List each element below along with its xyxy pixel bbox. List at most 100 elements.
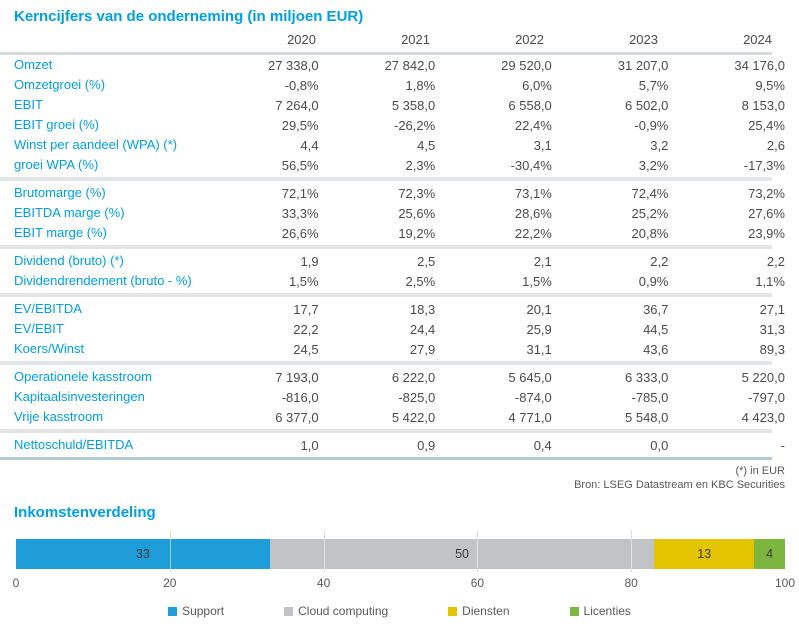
cell-value: 5,7% <box>638 77 669 93</box>
section-divider <box>0 429 772 433</box>
cell-value: 73,1% <box>514 185 552 201</box>
cell-value: 3,2% <box>638 157 669 173</box>
axis-tick-label: 0 <box>12 576 20 590</box>
cell-value: 3,2 <box>650 137 669 153</box>
table-row: EV/EBITDA 17,7 18,3 20,1 36,7 27,1 <box>14 299 785 319</box>
year-header: 2022 <box>515 32 544 47</box>
legend-swatch <box>448 606 458 616</box>
footnote-source: Bron: LSEG Datastream en KBC Securities <box>574 479 785 491</box>
year-header: 2020 <box>287 32 316 47</box>
legend-label: Diensten <box>462 604 510 618</box>
section-divider <box>0 361 772 365</box>
cell-value: -0,8% <box>284 77 319 93</box>
axis-tick-label: 40 <box>316 576 331 590</box>
cell-value: -0,9% <box>634 117 669 133</box>
bar-gridline <box>323 539 325 569</box>
cell-value: 73,2% <box>748 185 785 201</box>
legend-swatch <box>168 606 178 616</box>
cell-value: 18,3 <box>409 301 436 317</box>
table-row: EBIT 7 264,0 5 358,0 6 558,0 6 502,0 8 153,0 <box>14 95 785 115</box>
cell-value: 5 358,0 <box>391 97 436 113</box>
cell-value: 22,2% <box>514 225 552 241</box>
legend-label: Licenties <box>583 604 631 618</box>
table-row: Brutomarge (%) 72,1% 72,3% 73,1% 72,4% 73,2% <box>14 183 785 203</box>
row-label: EBIT marge (%) <box>14 225 107 240</box>
bar-segment-value: 13 <box>697 547 712 561</box>
cell-value: 27 338,0 <box>267 57 319 73</box>
bar-gridline <box>477 539 479 569</box>
cell-value: 6,0% <box>522 77 552 93</box>
legend-swatch <box>284 606 294 616</box>
cell-value: -874,0 <box>514 389 552 405</box>
row-label: EV/EBIT <box>14 321 64 336</box>
cell-value: - <box>780 437 785 453</box>
cell-value: 26,6% <box>281 225 319 241</box>
row-label: Operationele kasstroom <box>14 369 153 384</box>
row-label: EV/EBITDA <box>14 301 82 316</box>
table-row: EBIT groei (%) 29,5% -26,2% 22,4% -0,9% 25,4% <box>14 115 785 135</box>
cell-value: 43,6 <box>643 341 669 357</box>
cell-value: 1,0 <box>300 437 319 453</box>
cell-value: 25,6% <box>398 205 436 221</box>
bar-segment: 4 <box>754 539 785 569</box>
cell-value: 4,4 <box>300 137 319 153</box>
table-row: Vrije kasstroom 6 377,0 5 422,0 4 771,0 5 54… <box>14 407 785 427</box>
cell-value: 31 207,0 <box>617 57 669 73</box>
section-divider <box>0 177 772 181</box>
cell-value: 31,3 <box>759 321 785 337</box>
cell-value: 28,6% <box>514 205 552 221</box>
footnotes: (*) in EUR Bron: LSEG Datastream en KBC … <box>14 464 785 492</box>
cell-value: 9,5% <box>755 77 785 93</box>
row-label: Dividend (bruto) (*) <box>14 253 124 268</box>
cell-value: 22,4% <box>514 117 552 133</box>
cell-value: 56,5% <box>281 157 319 173</box>
chart-legend: Support Cloud computing Diensten Licenties <box>14 604 785 618</box>
cell-value: 25,2% <box>631 205 669 221</box>
cell-value: 29 520,0 <box>501 57 552 73</box>
table-row: Omzet 27 338,0 27 842,0 29 520,0 31 207,0 34 … <box>14 55 785 75</box>
cell-value: 6 558,0 <box>508 97 552 113</box>
stacked-bar-plot: 33 50 13 4 <box>16 530 785 572</box>
axis-tick-label: 60 <box>470 576 485 590</box>
row-label: EBIT groei (%) <box>14 117 100 132</box>
cell-value: 0,0 <box>650 437 669 453</box>
cell-value: 27,9 <box>409 341 436 357</box>
row-label: Winst per aandeel (WPA) (*) <box>14 137 178 152</box>
cell-value: 1,8% <box>405 77 436 93</box>
row-label: EBIT <box>14 97 43 112</box>
axis-tick-label: 20 <box>163 576 177 590</box>
cell-value: 19,2% <box>398 225 436 241</box>
bar-segment-value: 4 <box>766 547 774 561</box>
row-label: Kapitaalsinvesteringen <box>14 389 145 404</box>
section-divider <box>0 245 772 249</box>
cell-value: 8 153,0 <box>741 97 785 113</box>
bar-segment-value: 33 <box>135 547 150 561</box>
table-row: EBIT marge (%) 26,6% 19,2% 22,2% 20,8% 23,9% <box>14 223 785 243</box>
row-label: Brutomarge (%) <box>14 185 106 200</box>
legend-label: Support <box>182 604 225 618</box>
cell-value: 33,3% <box>281 205 319 221</box>
cell-value: 24,5 <box>293 341 319 357</box>
cell-value: 4 423,0 <box>741 409 785 425</box>
cell-value: 1,5% <box>288 273 319 289</box>
table-body: Omzet 27 338,0 27 842,0 29 520,0 31 207,0 34 … <box>0 55 785 455</box>
cell-value: 44,5 <box>643 321 669 337</box>
table-bottom-rule <box>0 457 772 460</box>
cell-value: 5 548,0 <box>625 409 669 425</box>
table-row: Dividendrendement (bruto - %) 1,5% 2,5% 1,5… <box>14 271 785 291</box>
cell-value: 17,7 <box>293 301 319 317</box>
row-label: Omzetgroei (%) <box>14 77 106 92</box>
legend-item: Cloud computing <box>284 604 388 618</box>
table-row: Nettoschuld/EBITDA 1,0 0,9 0,4 0,0 - <box>14 435 785 455</box>
page-title: Kerncijfers van de onderneming (in miljo… <box>14 8 364 25</box>
bar-segment: 13 <box>654 539 755 569</box>
bar-gridline <box>631 539 633 569</box>
cell-value: 2,3% <box>405 157 436 173</box>
cell-value: 4 771,0 <box>508 409 552 425</box>
cell-value: -797,0 <box>748 389 785 405</box>
cell-value: 5 422,0 <box>391 409 436 425</box>
footnote-unit: (*) in EUR <box>735 465 785 477</box>
bar-gridline <box>169 539 171 569</box>
cell-value: 36,7 <box>643 301 669 317</box>
cell-value: -26,2% <box>393 117 436 133</box>
